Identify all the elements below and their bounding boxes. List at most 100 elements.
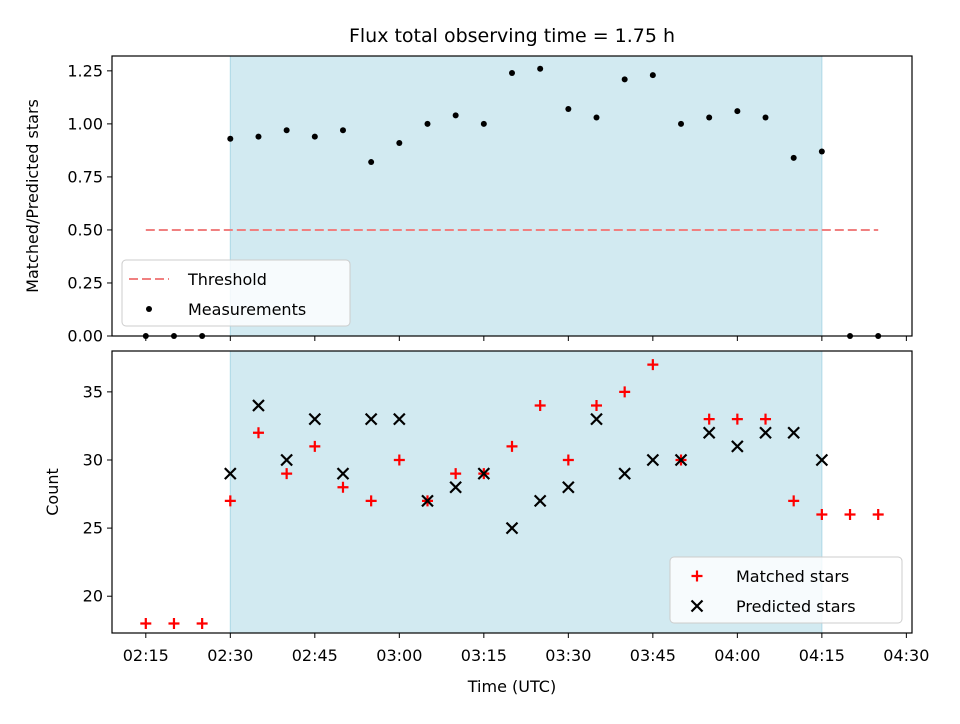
matched-star-point <box>309 440 321 452</box>
plot-frame <box>111 55 913 337</box>
matched-star-point <box>140 617 152 629</box>
matched-star-point <box>224 495 236 507</box>
y-axis-label: Count <box>43 468 62 516</box>
y-tick-label: 0.25 <box>67 273 103 292</box>
y-tick-label: 0.00 <box>67 327 103 346</box>
matched-star-point <box>816 508 828 520</box>
series-predicted-stars <box>224 399 829 535</box>
measurement-point <box>678 120 685 127</box>
predicted-star-point <box>646 453 660 467</box>
predicted-star-point <box>590 412 603 426</box>
predicted-star-point <box>759 426 772 440</box>
predicted-star-point <box>731 440 744 453</box>
legend-box <box>669 556 903 624</box>
measurement-point <box>368 159 375 166</box>
count-panel: 20 25 30 35 02:15 02:30 02:45 03:00 03:15 03:30 03… <box>43 350 929 665</box>
predicted-star-point <box>449 480 462 494</box>
legend-label: Predicted stars <box>736 597 856 616</box>
legend-label: Matched stars <box>736 567 849 586</box>
predicted-star-point <box>815 453 829 467</box>
matched-star-point <box>591 399 603 411</box>
measurement-point <box>509 69 515 76</box>
predicted-star-point <box>618 467 631 480</box>
measurement-point <box>593 114 600 121</box>
predicted-star-point <box>336 467 350 480</box>
y-tick-label: 20 <box>83 587 103 606</box>
matched-star-point <box>844 508 856 520</box>
matched-star-point <box>337 481 349 493</box>
measurement-point <box>734 108 741 115</box>
y-tick-label: 0.50 <box>67 220 103 239</box>
x-tick-label: 03:30 <box>545 646 591 665</box>
matched-star-point <box>281 468 293 480</box>
ratio-panel: 0.00 0.25 0.50 0.75 1.00 1.25 Matched/Predicte… <box>23 55 913 346</box>
measurement-point <box>537 65 544 72</box>
legend-measurement-swatch <box>146 306 152 312</box>
predicted-star-point <box>280 453 293 467</box>
x-tick-label: 04:00 <box>714 646 760 665</box>
matched-star-point <box>731 413 743 425</box>
measurement-point <box>762 114 769 121</box>
measurement-point <box>424 120 431 127</box>
matched-star-point <box>393 454 405 466</box>
y-axis-label: Matched/Predicted stars <box>23 99 42 293</box>
x-tick-label: 03:45 <box>630 646 676 665</box>
plot-frame <box>111 350 913 634</box>
y-tick-label: 30 <box>83 450 103 469</box>
matched-star-point <box>534 399 546 411</box>
measurement-point <box>283 127 290 134</box>
predicted-star-point <box>787 426 800 440</box>
x-tick-label: 03:15 <box>461 646 507 665</box>
measurement-point <box>396 139 403 146</box>
legend-label: Measurements <box>188 300 306 319</box>
predicted-star-point <box>252 399 265 412</box>
measurement-point <box>480 120 487 127</box>
x-tick-label: 02:15 <box>123 646 169 665</box>
legend-label: Threshold <box>187 270 267 289</box>
matched-star-point <box>196 617 208 629</box>
predicted-star-point <box>505 521 519 535</box>
predicted-star-point <box>477 467 491 480</box>
matched-star-point <box>365 495 377 507</box>
measurement-point <box>649 72 656 79</box>
y-tick-label: 0.75 <box>67 167 103 186</box>
matched-star-point <box>168 617 180 629</box>
measurement-point <box>818 148 825 155</box>
matched-star-point <box>562 454 574 466</box>
matched-star-point <box>252 427 264 439</box>
predicted-star-point <box>393 412 406 426</box>
measurement-point <box>311 133 318 140</box>
predicted-star-point <box>562 480 575 494</box>
measurement-point <box>706 114 713 121</box>
matched-star-point <box>450 468 462 480</box>
x-tick-label: 02:30 <box>207 646 253 665</box>
predicted-star-point <box>308 412 322 426</box>
chart-title: Flux total observing time = 1.75 h <box>349 25 675 47</box>
matched-star-point <box>872 508 884 520</box>
legend-predicted-swatch <box>690 599 704 613</box>
matched-star-point <box>619 386 631 398</box>
legend: Matched stars Predicted stars <box>669 556 903 624</box>
measurement-point <box>621 76 628 83</box>
legend-box <box>121 259 351 327</box>
predicted-star-point <box>702 426 716 440</box>
matched-star-point <box>703 413 715 425</box>
x-tick-label: 03:00 <box>376 646 422 665</box>
measurement-point <box>452 112 459 119</box>
measurement-point <box>255 133 262 140</box>
series-matched-stars <box>140 359 884 629</box>
predicted-star-point <box>533 494 547 508</box>
y-tick-label: 35 <box>83 382 103 401</box>
predicted-star-point <box>224 467 237 480</box>
matched-star-point <box>506 440 518 452</box>
legend-matched-swatch <box>691 570 703 582</box>
y-tick-label: 1.00 <box>67 114 103 133</box>
matched-star-point <box>760 413 772 425</box>
predicted-star-point <box>364 412 378 426</box>
measurement-point <box>565 106 572 113</box>
predicted-star-point <box>674 453 688 467</box>
observing-window-shade <box>229 350 823 634</box>
measurement-point <box>227 135 234 142</box>
measurement-point <box>339 127 346 134</box>
